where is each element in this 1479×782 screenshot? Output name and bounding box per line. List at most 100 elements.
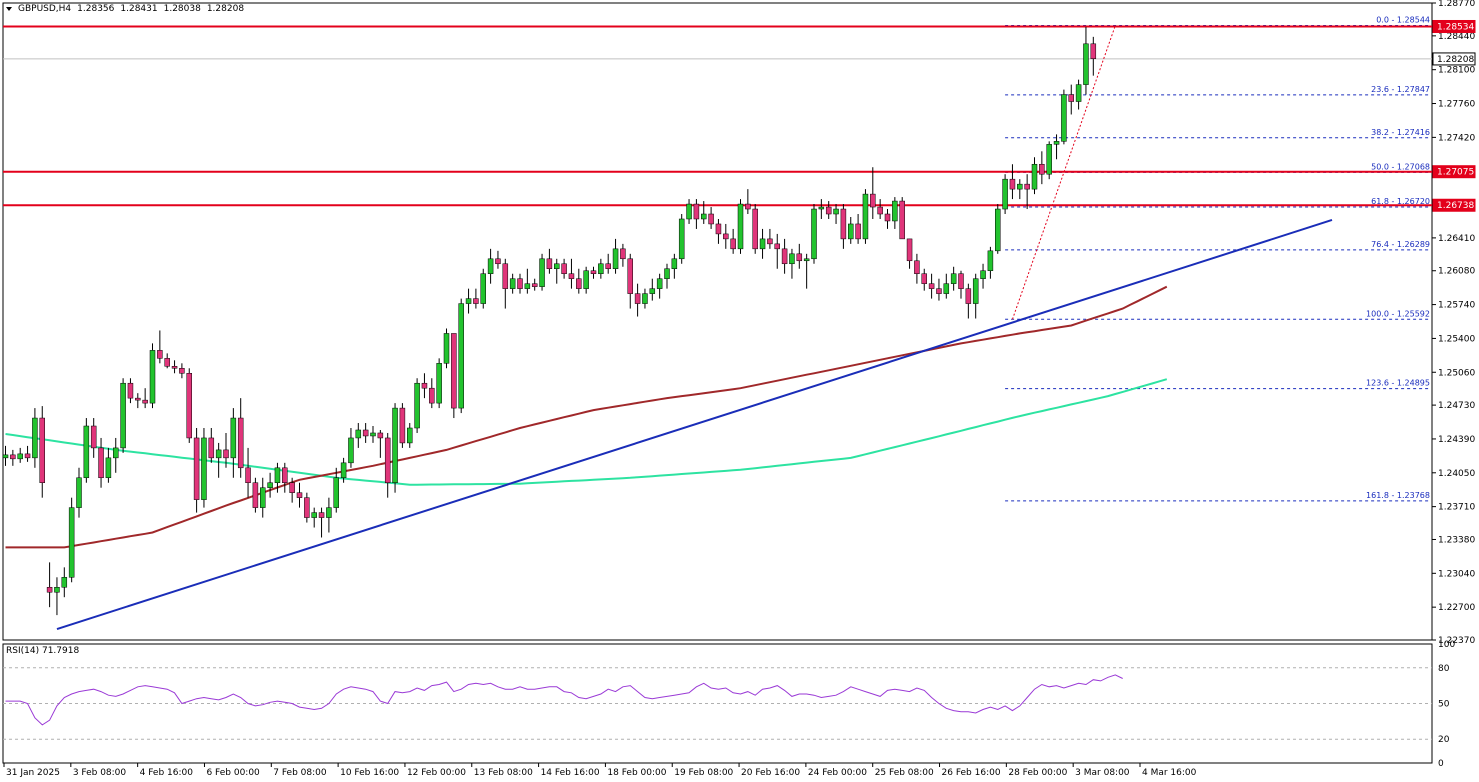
bear-candle — [10, 454, 16, 460]
bull-candle — [972, 278, 979, 304]
bear-candle — [634, 293, 641, 304]
bear-candle — [870, 193, 876, 208]
bull-candle — [664, 268, 670, 279]
bear-candle — [179, 368, 185, 374]
bull-candle — [201, 437, 207, 500]
bull-candle — [803, 258, 810, 262]
bear-candle — [546, 258, 553, 269]
fib-level-label: 123.6 - 1.24895 — [1366, 379, 1430, 388]
bear-candle — [745, 203, 751, 210]
bear-candle — [921, 273, 927, 284]
bear-candle — [304, 497, 310, 518]
chevron-down-icon[interactable] — [6, 6, 12, 11]
bear-candle — [840, 208, 847, 240]
bear-candle — [936, 288, 942, 294]
x-tick-label: 24 Feb 00:00 — [808, 768, 867, 778]
bull-candle — [480, 273, 486, 304]
bear-candle — [1009, 178, 1016, 190]
bear-candle — [399, 407, 406, 444]
slow-moving-average-line — [5, 378, 1168, 486]
bull-candle — [260, 487, 266, 508]
rsi-line — [5, 674, 1123, 726]
bull-candle — [598, 263, 604, 274]
bear-candle — [98, 447, 104, 479]
bear-candle — [825, 206, 832, 215]
x-tick-label: 14 Feb 16:00 — [541, 768, 600, 778]
y-tick-label: 1.22700 — [1438, 603, 1475, 613]
bear-candle — [451, 333, 457, 409]
y-tick-label: 1.23040 — [1438, 569, 1475, 579]
bull-candle — [333, 477, 339, 508]
bull-candle — [789, 253, 795, 265]
bull-candle — [311, 512, 317, 518]
bear-candle — [1039, 163, 1045, 175]
fib-level-label: 61.8 - 1.26720 — [1371, 197, 1430, 206]
y-tick-label: 1.23380 — [1438, 535, 1475, 545]
bear-candle — [282, 467, 288, 483]
bull-candle — [326, 507, 332, 518]
bull-candle — [509, 278, 516, 289]
chart-header: GBPUSD,H4 1.28356 1.28431 1.28038 1.28208 — [6, 4, 250, 14]
bull-candle — [370, 432, 376, 437]
bear-candle — [1068, 94, 1074, 102]
bear-candle — [627, 258, 633, 294]
price-tag-box — [1432, 52, 1476, 66]
bear-candle — [899, 200, 905, 240]
fib-level-label: 161.8 - 1.23768 — [1366, 491, 1430, 500]
price-tag-box — [1432, 165, 1476, 179]
y-tick-label: 1.26080 — [1438, 267, 1475, 277]
bull-candle — [848, 223, 854, 240]
bull-candle — [892, 200, 898, 222]
bear-candle — [377, 432, 384, 439]
x-tick-label: 31 Jan 2025 — [6, 768, 60, 778]
bull-candle — [76, 477, 82, 508]
bear-candle — [620, 248, 626, 260]
bear-candle — [186, 373, 192, 439]
fib-level-label: 23.6 - 1.27847 — [1371, 85, 1430, 94]
bull-candle — [1046, 144, 1052, 175]
fib-level-label: 100.0 - 1.25592 — [1366, 309, 1430, 318]
bear-candle — [590, 270, 597, 274]
bull-candle — [686, 203, 692, 220]
bull-candle — [554, 263, 560, 269]
bear-candle — [289, 482, 295, 493]
bull-candle — [649, 288, 656, 294]
bull-candle — [105, 457, 112, 479]
bull-candle — [465, 298, 472, 304]
bull-candle — [230, 417, 237, 459]
bull-candle — [524, 283, 531, 289]
low-value: 1.28038 — [163, 4, 201, 14]
bear-candle — [24, 453, 31, 459]
x-tick-label: 3 Feb 08:00 — [73, 768, 127, 778]
bear-candle — [928, 283, 935, 289]
bear-candle — [958, 273, 964, 289]
x-tick-label: 25 Feb 08:00 — [875, 768, 934, 778]
bull-candle — [458, 303, 464, 409]
y-tick-label: 1.25060 — [1438, 368, 1475, 378]
bear-candle — [252, 482, 259, 508]
bull-candle — [612, 248, 619, 269]
bull-candle — [1017, 183, 1023, 190]
x-tick-label: 12 Feb 00:00 — [407, 768, 466, 778]
bull-candle — [1053, 141, 1060, 145]
fast-moving-average-line — [5, 285, 1168, 549]
bear-candle — [877, 206, 883, 215]
x-tick-label: 3 Mar 08:00 — [1075, 768, 1130, 778]
x-tick-label: 18 Feb 00:00 — [607, 768, 666, 778]
bull-candle — [348, 437, 354, 464]
x-tick-label: 28 Feb 00:00 — [1008, 768, 1067, 778]
bear-candle — [429, 387, 435, 404]
y-tick-label: 1.24390 — [1438, 435, 1475, 445]
y-tick-label: 1.28100 — [1438, 66, 1475, 76]
fib-level-label: 50.0 - 1.27068 — [1371, 162, 1430, 171]
bull-candle — [642, 293, 648, 304]
symbol-label: GBPUSD,H4 — [18, 4, 72, 14]
bull-candle — [943, 283, 950, 294]
bear-candle — [752, 208, 758, 250]
bull-candle — [61, 577, 68, 588]
x-tick-label: 20 Feb 16:00 — [741, 768, 800, 778]
x-tick-label: 26 Feb 16:00 — [942, 768, 1001, 778]
bear-candle — [965, 288, 972, 304]
bear-candle — [708, 213, 714, 225]
